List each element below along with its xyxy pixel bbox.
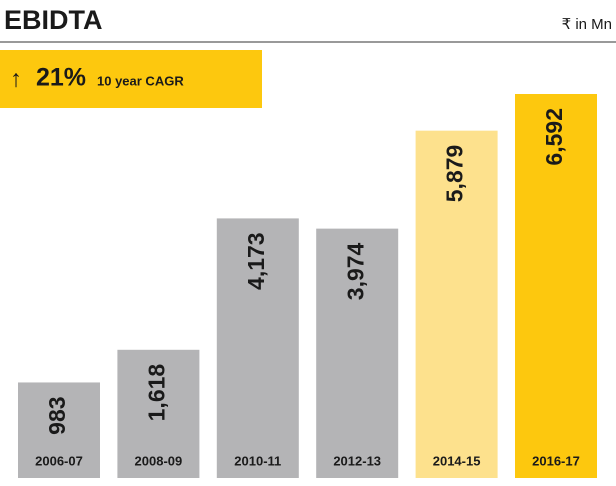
unit-label: ₹ in Mn	[562, 16, 612, 33]
arrow-icon: ↑	[10, 65, 22, 92]
bar	[117, 349, 200, 478]
bar	[515, 94, 597, 478]
value-label: 1,618	[143, 364, 169, 422]
value-label: 983	[44, 396, 70, 434]
category-label: 2010-11	[234, 453, 281, 468]
category-label: 2012-13	[333, 453, 381, 468]
bar	[18, 382, 100, 478]
value-label: 4,173	[243, 232, 269, 290]
category-label: 2008-09	[135, 453, 183, 468]
bar	[216, 218, 299, 479]
value-label: 3,974	[342, 242, 368, 300]
value-label: 6,592	[541, 108, 567, 166]
value-label: 5,879	[442, 145, 468, 203]
cagr-value: 21%	[36, 64, 86, 92]
cagr-text: 10 year CAGR	[97, 73, 184, 88]
bar	[316, 228, 399, 478]
category-label: 2016-17	[532, 453, 580, 468]
category-label: 2014-15	[433, 453, 481, 468]
category-label: 2006-07	[35, 453, 83, 468]
chart-title: EBIDTA	[4, 5, 103, 35]
bar	[415, 130, 498, 478]
cagr-box	[0, 50, 262, 108]
